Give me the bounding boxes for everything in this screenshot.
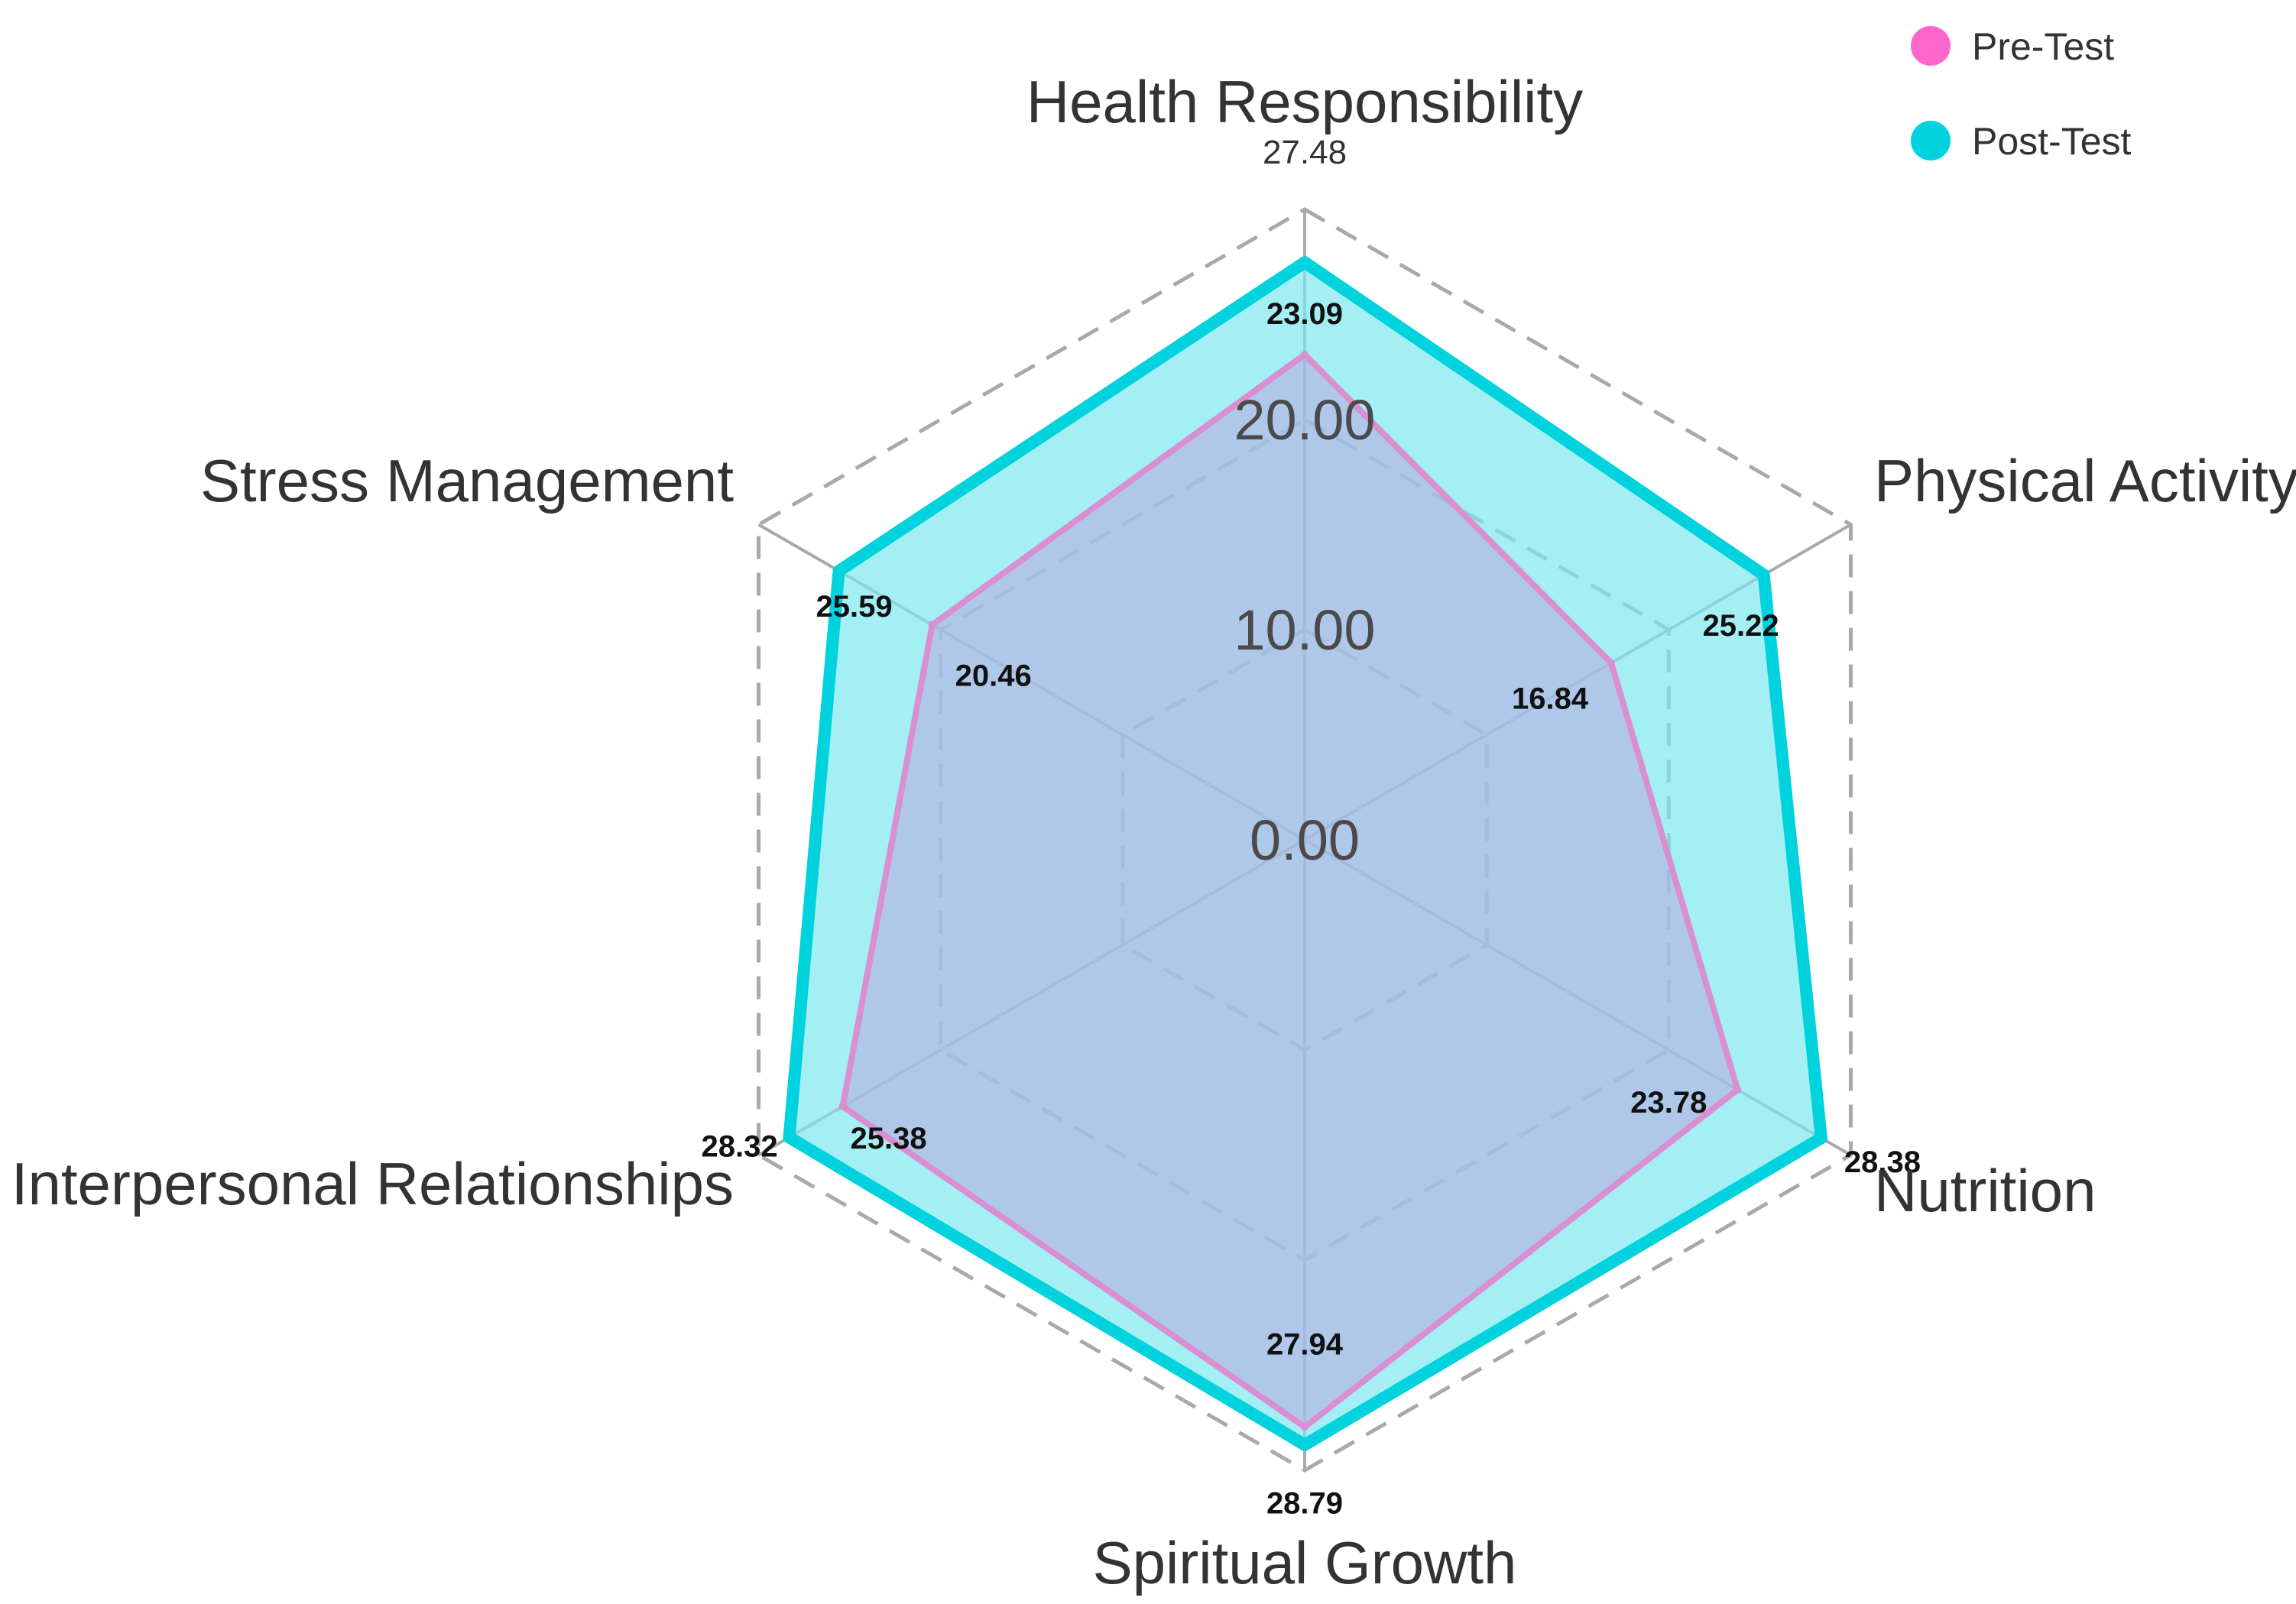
value-label-pre-test-interpersonal-relationships: 25.38 bbox=[851, 1122, 927, 1155]
value-label-post-test-spiritual-growth: 28.79 bbox=[1266, 1487, 1343, 1521]
point-pre-test-stress-management bbox=[928, 621, 936, 629]
point-post-test-stress-management bbox=[832, 565, 845, 578]
point-pre-test-health-responsibility bbox=[1301, 351, 1309, 359]
radar-tick-labels: 0.00 10.00 20.00 27.48 bbox=[1234, 134, 1375, 872]
value-label-pre-test-spiritual-growth: 27.94 bbox=[1266, 1327, 1344, 1361]
point-post-test-physical-activity bbox=[1757, 569, 1770, 582]
value-label-pre-test-health-responsibility: 23.09 bbox=[1266, 297, 1343, 331]
max-value-label: 27.48 bbox=[1263, 134, 1347, 171]
radar-series bbox=[783, 256, 1827, 1451]
point-pre-test-spiritual-growth bbox=[1301, 1423, 1309, 1431]
legend-label-pre-test: Pre-Test bbox=[1972, 25, 2114, 68]
legend-swatch-pre-test bbox=[1911, 26, 1951, 66]
legend-swatch-post-test bbox=[1911, 121, 1951, 160]
axis-label-interpersonal-relationships: Interpersonal Relationships bbox=[11, 1150, 734, 1217]
point-pre-test-nutrition bbox=[1733, 1085, 1742, 1094]
tick-label-0: 0.00 bbox=[1250, 808, 1360, 872]
point-post-test-spiritual-growth bbox=[1299, 1438, 1311, 1451]
legend-label-post-test: Post-Test bbox=[1972, 120, 2132, 163]
radar-axis-labels: Health Responsibility Physical Activity Nu… bbox=[11, 68, 2296, 1596]
point-post-test-nutrition bbox=[1814, 1132, 1827, 1145]
axis-label-stress-management: Stress Management bbox=[200, 447, 734, 514]
point-post-test-health-responsibility bbox=[1299, 256, 1311, 269]
axis-label-physical-activity: Physical Activity bbox=[1874, 447, 2296, 514]
value-label-pre-test-physical-activity: 16.84 bbox=[1512, 682, 1589, 715]
axis-label-nutrition: Nutrition bbox=[1874, 1157, 2096, 1224]
value-label-pre-test-stress-management: 20.46 bbox=[955, 659, 1032, 693]
legend: Pre-Test Post-Test bbox=[1911, 25, 2132, 163]
value-label-pre-test-nutrition: 23.78 bbox=[1630, 1086, 1707, 1120]
point-post-test-interpersonal-relationships bbox=[783, 1131, 796, 1144]
tick-label-1: 10.00 bbox=[1234, 598, 1375, 662]
value-label-post-test-stress-management: 25.59 bbox=[816, 590, 893, 624]
legend-item-pre-test[interactable]: Pre-Test bbox=[1911, 25, 2114, 68]
tick-label-2: 20.00 bbox=[1234, 388, 1375, 452]
legend-item-post-test[interactable]: Post-Test bbox=[1911, 120, 2132, 163]
axis-label-spiritual-growth: Spiritual Growth bbox=[1093, 1529, 1517, 1596]
radar-value-labels: 23.09 16.84 23.78 27.94 25.38 20.46 25.22 28.38… bbox=[701, 297, 1921, 1521]
value-label-post-test-interpersonal-relationships: 28.32 bbox=[701, 1129, 777, 1163]
point-pre-test-interpersonal-relationships bbox=[838, 1102, 847, 1110]
point-pre-test-physical-activity bbox=[1607, 659, 1616, 667]
value-label-post-test-nutrition: 28.38 bbox=[1844, 1145, 1921, 1179]
axis-label-health-responsibility: Health Responsibility bbox=[1026, 68, 1583, 135]
value-label-post-test-physical-activity: 25.22 bbox=[1703, 609, 1779, 643]
